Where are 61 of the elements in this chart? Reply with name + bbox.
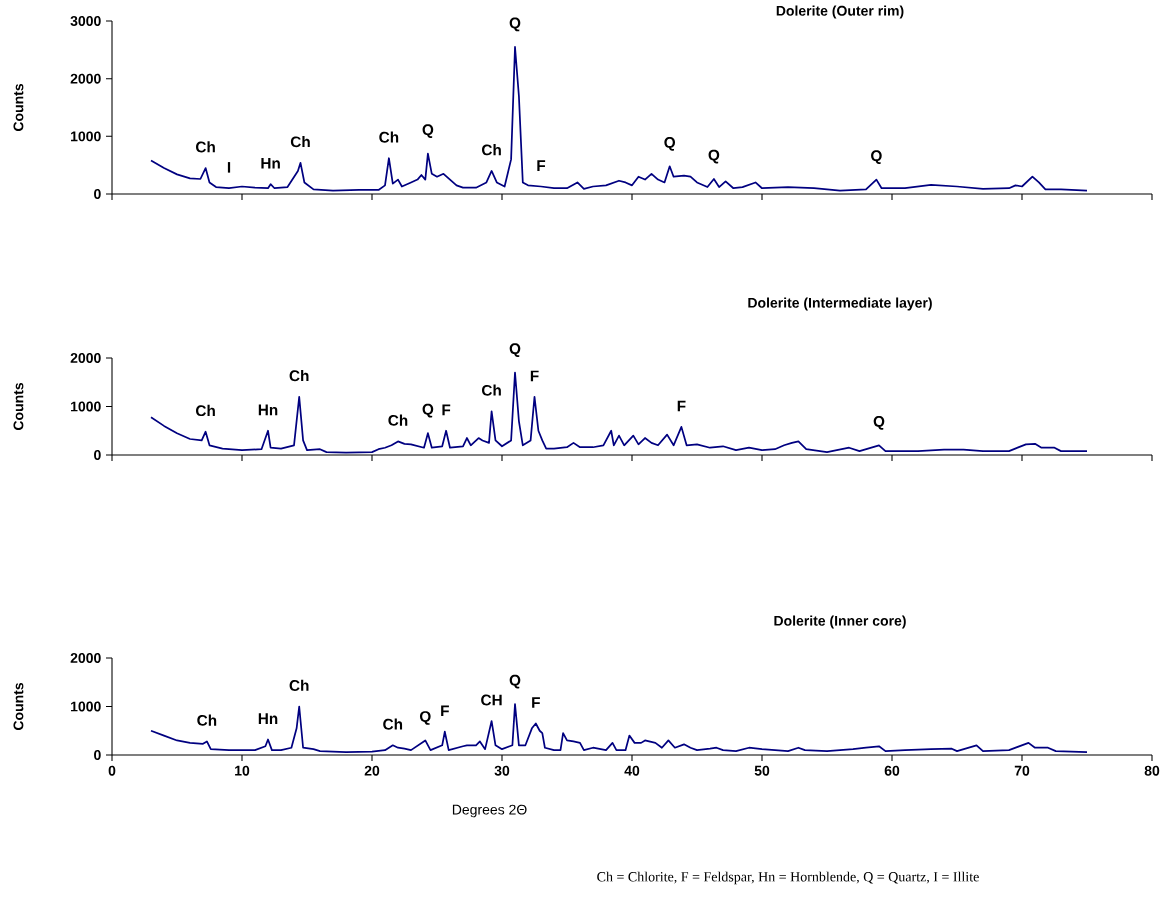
y-tick-label: 2000 bbox=[70, 73, 101, 84]
annotation: Ch bbox=[482, 384, 501, 396]
x-tick-label: 20 bbox=[364, 765, 380, 776]
annotation: I bbox=[227, 162, 231, 173]
annotation: F bbox=[537, 160, 546, 171]
annotation: Q bbox=[509, 674, 521, 689]
x-tick-label: 40 bbox=[624, 765, 640, 776]
text: Ch = Chlorite, F = Feldspar, Hn = Hornblende, Q = Quartz, I = Illite bbox=[597, 871, 979, 885]
annotation: Q bbox=[509, 17, 521, 32]
y-tick-label: 2000 bbox=[70, 653, 101, 663]
chart-title: Dolerite (Intermediate layer) bbox=[748, 297, 932, 311]
annotation: Q bbox=[873, 415, 885, 430]
annotation: F bbox=[442, 404, 451, 416]
annotation: Q bbox=[419, 711, 431, 725]
annotation: F bbox=[441, 705, 449, 717]
annotation: Hn bbox=[261, 158, 280, 169]
annotation: Ch bbox=[289, 369, 309, 382]
annotation: Q bbox=[708, 149, 720, 164]
y-tick-label: 0 bbox=[94, 750, 101, 760]
annotation: Ch bbox=[197, 714, 217, 726]
annotation: Q bbox=[509, 343, 521, 357]
x-tick-label: 30 bbox=[494, 765, 510, 776]
line-series bbox=[150, 371, 1088, 454]
annotation: Ch bbox=[379, 131, 399, 143]
annotation: Ch bbox=[482, 144, 501, 156]
x-tick-label: 70 bbox=[1014, 765, 1030, 776]
chart-title: Dolerite (Inner core) bbox=[774, 615, 906, 629]
x-axis-title: Degrees 2Θ bbox=[452, 804, 527, 818]
annotation: Ch bbox=[196, 404, 215, 417]
annotation: Q bbox=[664, 136, 676, 151]
x-tick-label: 10 bbox=[235, 765, 250, 776]
y-axis-title: Counts bbox=[13, 382, 24, 431]
x-tick-label: 0 bbox=[108, 765, 116, 776]
y-tick-label: 0 bbox=[94, 450, 101, 460]
annotation: CH bbox=[481, 694, 502, 706]
y-axis-title: Counts bbox=[13, 83, 24, 132]
x-tick-label: 60 bbox=[884, 765, 900, 776]
annotation: F bbox=[677, 400, 686, 412]
y-tick-label: 2000 bbox=[70, 353, 101, 363]
x-tick-label: 80 bbox=[1144, 765, 1160, 776]
y-tick-label: 1000 bbox=[71, 131, 101, 142]
line-series bbox=[150, 46, 1088, 192]
y-tick-label: 0 bbox=[94, 189, 101, 199]
annotation: Hn bbox=[258, 713, 278, 724]
annotation: Ch bbox=[383, 718, 403, 730]
annotation: Ch bbox=[388, 414, 408, 426]
annotation: Q bbox=[871, 150, 882, 164]
annotation: Ch bbox=[290, 136, 310, 148]
annotation: Q bbox=[422, 403, 434, 418]
y-tick-label: 1000 bbox=[71, 701, 101, 712]
y-axis-title: Counts bbox=[13, 682, 24, 731]
annotation: F bbox=[532, 697, 540, 708]
annotation: Q bbox=[422, 124, 434, 139]
annotation: Ch bbox=[196, 141, 215, 153]
y-tick-label: 3000 bbox=[70, 16, 101, 26]
annotation: Ch bbox=[289, 679, 309, 691]
annotation: F bbox=[530, 370, 539, 382]
annotation: Hn bbox=[258, 404, 278, 416]
y-tick-label: 1000 bbox=[71, 401, 101, 412]
chart-title: Dolerite (Outer rim) bbox=[776, 5, 904, 19]
x-tick-label: 50 bbox=[754, 765, 770, 776]
